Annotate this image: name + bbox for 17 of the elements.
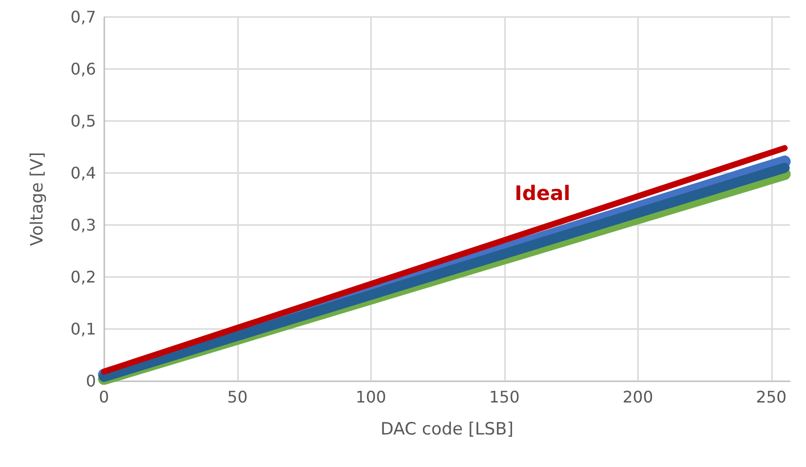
y-tick-label: 0,4 bbox=[70, 164, 96, 182]
y-axis-title: Voltage [V] bbox=[28, 152, 48, 246]
x-tick-label: 150 bbox=[489, 388, 520, 406]
y-tick-label: 0,1 bbox=[70, 320, 96, 338]
y-tick-label: 0,3 bbox=[70, 216, 96, 234]
x-tick-label: 0 bbox=[98, 388, 110, 406]
series-label: Ideal bbox=[514, 181, 570, 206]
y-tick-label: 0,6 bbox=[70, 60, 96, 78]
y-tick-label: 0,5 bbox=[70, 112, 96, 130]
x-tick-label: 50 bbox=[227, 388, 248, 406]
y-tick-label: 0,7 bbox=[70, 8, 96, 26]
y-tick-label: 0,2 bbox=[70, 268, 96, 286]
y-tick-label: 0 bbox=[86, 372, 96, 390]
x-tick-label: 250 bbox=[756, 388, 787, 406]
x-axis-title: DAC code [LSB] bbox=[380, 420, 514, 440]
x-tick-label: 200 bbox=[622, 388, 654, 406]
x-tick-label: 100 bbox=[356, 388, 386, 406]
